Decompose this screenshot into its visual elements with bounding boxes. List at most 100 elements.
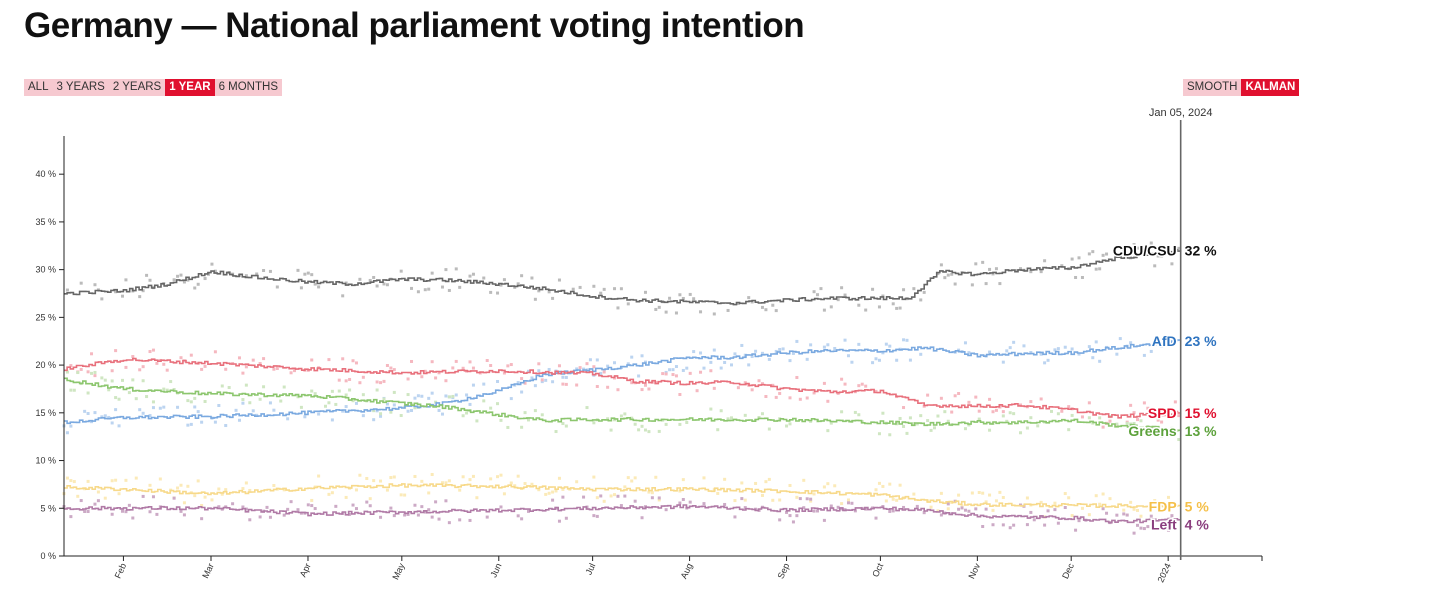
poll-dot (440, 412, 444, 416)
poll-dot (372, 479, 376, 483)
poll-dot (668, 296, 672, 300)
range-6-months-button[interactable]: 6 MONTHS (214, 79, 282, 96)
poll-dot (430, 360, 434, 364)
range-all-button[interactable]: ALL (24, 79, 53, 96)
poll-dot (970, 491, 974, 495)
poll-dot (984, 282, 988, 286)
poll-dot (874, 389, 878, 393)
poll-dot (437, 517, 441, 521)
poll-dot (213, 350, 217, 354)
poll-dot (994, 408, 998, 412)
poll-dot (1132, 411, 1136, 415)
poll-dot (348, 377, 352, 381)
poll-dot (83, 409, 87, 413)
poll-dot (606, 364, 610, 368)
poll-dot (595, 358, 599, 362)
poll-dot (509, 481, 513, 485)
poll-dot (420, 479, 424, 483)
poll-dot (1139, 526, 1143, 530)
poll-dot (237, 418, 241, 422)
poll-dot (805, 396, 809, 400)
poll-dot (1008, 411, 1012, 415)
poll-dot (609, 494, 613, 498)
poll-dot (812, 492, 816, 496)
end-value-spd: 15 % (1185, 405, 1217, 421)
poll-dot (502, 492, 506, 496)
poll-dot (1001, 414, 1005, 418)
poll-dot (668, 368, 672, 372)
poll-dot (306, 503, 310, 507)
poll-dot (699, 370, 703, 374)
poll-dot (186, 399, 190, 403)
date-cursor[interactable]: Jan 05, 2024 (1149, 107, 1213, 560)
poll-dot (864, 507, 868, 511)
poll-dot (840, 377, 844, 381)
poll-dot (423, 288, 427, 292)
poll-dot (767, 427, 771, 431)
poll-dot (740, 481, 744, 485)
poll-dot (1063, 492, 1067, 496)
poll-dot (303, 415, 307, 419)
poll-dot (361, 393, 365, 397)
poll-dot (83, 509, 87, 513)
poll-dot (994, 499, 998, 503)
smooth-button[interactable]: SMOOTH (1183, 79, 1242, 96)
poll-dot (389, 506, 393, 510)
poll-dot (379, 515, 383, 519)
range-1-year-button[interactable]: 1 YEAR (165, 79, 215, 96)
poll-dot (354, 488, 358, 492)
poll-dot (840, 286, 844, 290)
poll-dot (1149, 349, 1153, 353)
poll-dot (69, 364, 73, 368)
poll-dot (375, 380, 379, 384)
poll-dot (1139, 419, 1143, 423)
poll-dot (330, 491, 334, 495)
poll-dot (1077, 519, 1081, 523)
poll-dot (354, 507, 358, 511)
poll-dot (176, 486, 180, 490)
poll-dot (1149, 241, 1153, 245)
poll-dot (203, 277, 207, 281)
poll-dot (1046, 358, 1050, 362)
poll-dot (468, 274, 472, 278)
poll-dot (640, 354, 644, 358)
trend-line-cdu-csu (64, 248, 1182, 306)
poll-dot (155, 361, 159, 365)
range-2-years-button[interactable]: 2 YEARS (108, 79, 166, 96)
poll-dot (585, 406, 589, 410)
poll-dot (643, 383, 647, 387)
poll-dot (427, 508, 431, 512)
range-3-years-button[interactable]: 3 YEARS (52, 79, 109, 96)
poll-dot (671, 373, 675, 377)
poll-dot (489, 363, 493, 367)
poll-dot (1008, 526, 1012, 530)
poll-dot (358, 277, 362, 281)
poll-dot (685, 366, 689, 370)
poll-dot (244, 383, 248, 387)
poll-dot (1160, 420, 1164, 424)
poll-dot (1091, 356, 1095, 360)
poll-dot (798, 497, 802, 501)
poll-dot (767, 357, 771, 361)
poll-dot (743, 498, 747, 502)
poll-dot (678, 293, 682, 297)
poll-dot (623, 412, 627, 416)
poll-dot (93, 374, 97, 378)
poll-dot (561, 382, 565, 386)
poll-dot (540, 413, 544, 417)
poll-dot (1132, 243, 1136, 247)
poll-dot (740, 497, 744, 501)
poll-dot (327, 401, 331, 405)
poll-dot (299, 405, 303, 409)
poll-dot (1115, 352, 1119, 356)
poll-dot (850, 501, 854, 505)
poll-dot (244, 481, 248, 485)
poll-dot (678, 422, 682, 426)
kalman-button[interactable]: KALMAN (1241, 79, 1300, 96)
poll-dot (465, 393, 469, 397)
poll-dot (809, 499, 813, 503)
poll-dot (585, 362, 589, 366)
poll-dot (1036, 424, 1040, 428)
poll-dot (103, 414, 107, 418)
poll-dot (564, 516, 568, 520)
